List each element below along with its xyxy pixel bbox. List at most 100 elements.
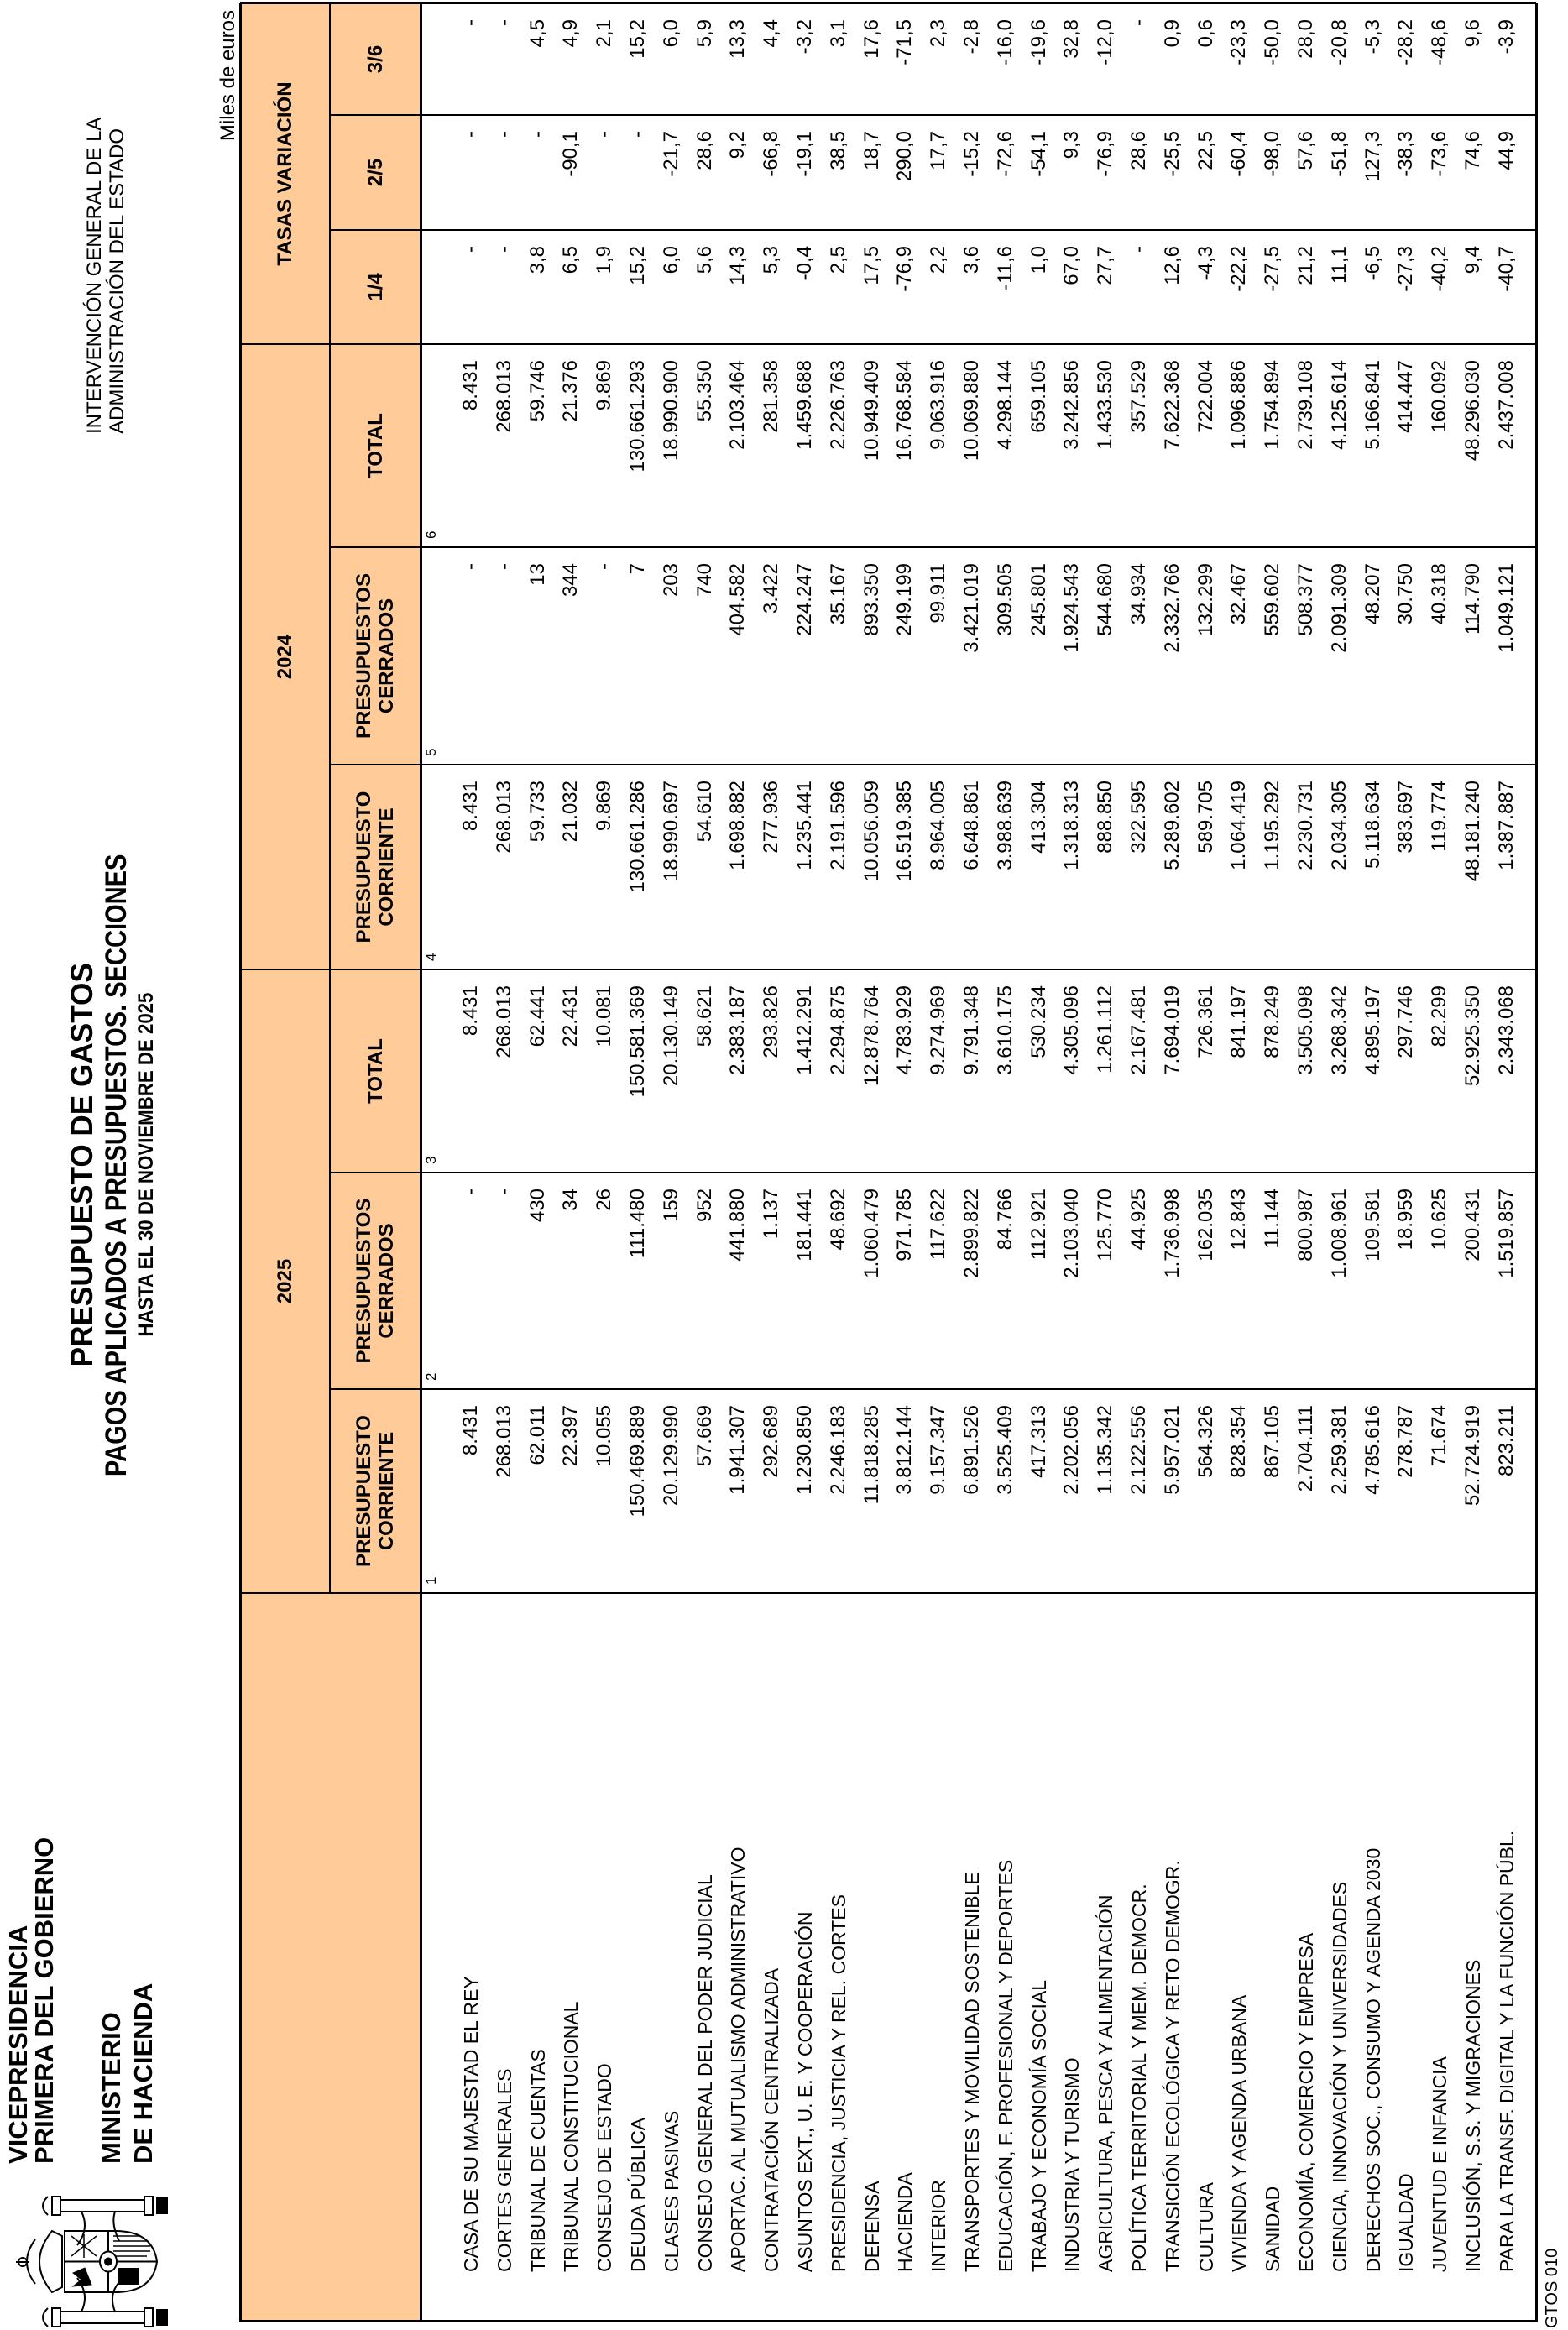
table-cell: -	[459, 131, 482, 138]
table-cell: 893.350	[860, 563, 883, 636]
table-cell: 0,9	[1160, 19, 1184, 48]
table-cell: 357.529	[1127, 360, 1150, 433]
table-cell: -25,5	[1160, 131, 1184, 177]
table-cell: 55.350	[693, 360, 716, 422]
table-cell: 10.056.059	[860, 781, 883, 882]
table-cell: 2.383.187	[726, 985, 750, 1075]
table-cell: 18.990.697	[659, 781, 682, 882]
column-divider	[330, 546, 1536, 548]
table-cell: 0,6	[1194, 19, 1217, 48]
table-cell: 13,3	[726, 19, 750, 59]
table-cell: 3.525.409	[993, 1405, 1017, 1495]
table-cell: 2.343.068	[1494, 985, 1518, 1075]
table-cell: 52.724.919	[1461, 1405, 1484, 1507]
table-cell: 9,6	[1461, 19, 1484, 48]
table-cell: 32.467	[1227, 563, 1251, 625]
table-cell: 2.294.875	[826, 985, 849, 1075]
table-cell: -66,8	[760, 131, 783, 177]
report-code: GTOS 010	[1543, 2248, 1561, 2328]
table-border-bottom	[1535, 3, 1538, 2322]
row-section-label: INTERIOR	[928, 2180, 950, 2272]
table-cell: 2,5	[826, 246, 849, 274]
table-cell: 413.304	[1027, 781, 1050, 854]
table-cell: 971.785	[893, 1189, 917, 1262]
table-cell: 309.505	[993, 563, 1017, 636]
row-section-label: HACIENDA	[894, 2172, 917, 2272]
table-cell: 659.105	[1027, 360, 1050, 433]
column-header: 1/4	[363, 273, 387, 301]
row-section-label: DEFENSA	[860, 2181, 883, 2272]
header-bottom-border	[420, 3, 422, 2322]
table-cell: 322.595	[1127, 781, 1150, 854]
table-cell: 8.431	[459, 1405, 482, 1456]
table-cell: 4.125.614	[1327, 360, 1351, 450]
column-number: 6	[423, 530, 439, 539]
table-cell: -	[1127, 246, 1150, 253]
row-section-label: DEUDA PÚBLICA	[627, 2117, 649, 2272]
table-cell: 4.785.616	[1361, 1405, 1384, 1495]
table-cell: 5.957.021	[1160, 1405, 1184, 1495]
table-cell: -0,4	[793, 246, 816, 281]
table-cell: 7.694.019	[1160, 985, 1184, 1075]
column-header: 2/5	[363, 158, 387, 187]
table-cell: 544.680	[1094, 563, 1117, 636]
column-header: PRESUPUESTO CORRIENTE	[353, 791, 398, 943]
column-header: PRESUPUESTOS CERRADOS	[353, 573, 398, 739]
table-cell: 2.167.481	[1127, 985, 1150, 1075]
table-cell: 2.259.381	[1327, 1405, 1351, 1495]
table-cell: 15,2	[626, 19, 649, 59]
table-cell: 58.621	[693, 985, 716, 1047]
table-cell: 32,8	[1060, 19, 1084, 59]
table-cell: 10.069.880	[960, 360, 983, 462]
table-cell: -	[525, 131, 549, 138]
row-section-label: CULTURA	[1194, 2182, 1217, 2272]
column-divider	[330, 114, 1536, 116]
table-border-right	[240, 2, 1536, 4]
table-cell: 21.032	[559, 781, 583, 843]
table-cell: -28,2	[1394, 19, 1418, 65]
column-number: 3	[423, 1156, 439, 1164]
column-divider	[330, 1172, 1536, 1173]
table-cell: 1.519.857	[1494, 1189, 1518, 1278]
table-cell: 22.397	[559, 1405, 583, 1467]
table-cell: 71.674	[1428, 1405, 1451, 1467]
row-section-label: INCLUSIÓN, S.S. Y MIGRACIONES	[1462, 1959, 1484, 2272]
table-cell: 1.261.112	[1094, 985, 1117, 1074]
table-cell: 4.783.929	[893, 985, 917, 1075]
table-cell: -54,1	[1027, 131, 1050, 177]
row-section-label: JUVENTUD E INFANCIA	[1429, 2056, 1451, 2272]
table-cell: 383.697	[1394, 781, 1418, 854]
column-number: 5	[423, 748, 439, 756]
table-cell: 10.625	[1428, 1189, 1451, 1251]
table-cell: 1.049.121	[1494, 563, 1518, 653]
column-header: TOTAL	[363, 413, 387, 478]
table-cell: 35.167	[826, 563, 849, 625]
table-cell: 48.692	[826, 1189, 849, 1251]
table-cell: 1.096.886	[1227, 360, 1251, 450]
table-cell: -27,3	[1394, 246, 1418, 292]
table-cell: 2,2	[927, 246, 950, 274]
table-cell: 84.766	[993, 1189, 1017, 1251]
row-section-label: ECONOMÍA, COMERCIO Y EMPRESA	[1295, 1932, 1317, 2272]
table-cell: 417.313	[1027, 1405, 1050, 1478]
table-cell: 27,7	[1094, 246, 1117, 285]
table-cell: 1.459.688	[793, 360, 816, 450]
coat-of-arms-logo	[14, 2193, 170, 2330]
row-section-label: VIVIENDA Y AGENDA URBANA	[1228, 1994, 1251, 2272]
table-cell: 1.754.894	[1261, 360, 1284, 450]
table-cell: 441.880	[726, 1189, 750, 1262]
table-cell: 112.921	[1027, 1189, 1050, 1260]
table-cell: 888.850	[1094, 781, 1117, 854]
table-cell: -71,5	[893, 19, 917, 65]
table-cell: 21.376	[559, 360, 583, 422]
table-cell: 9.791.348	[960, 985, 983, 1075]
table-cell: 1.064.419	[1227, 781, 1251, 870]
table-cell: 57.669	[693, 1405, 716, 1467]
table-cell: -19,1	[793, 131, 816, 177]
table-cell: 11,1	[1327, 246, 1351, 284]
table-cell: 20.130.149	[659, 985, 682, 1087]
row-section-label: APORTAC. AL MUTUALISMO ADMINISTRATIVO	[727, 1847, 750, 2272]
table-cell: 2.332.766	[1160, 563, 1184, 653]
table-cell: 268.013	[492, 1405, 515, 1478]
table-cell: 530.234	[1027, 985, 1050, 1058]
